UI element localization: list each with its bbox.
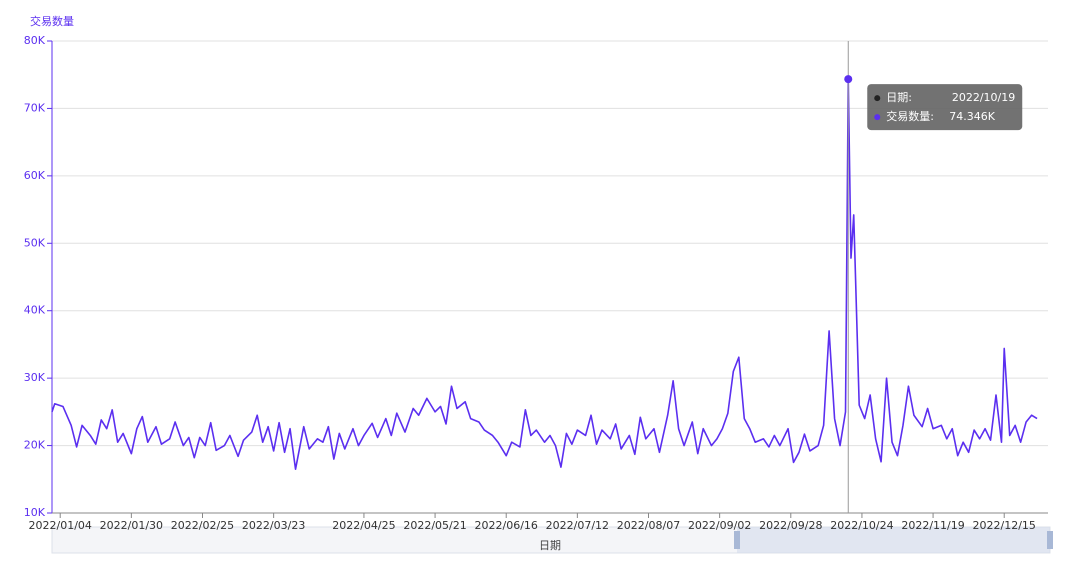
y-tick-label: 60K — [24, 169, 46, 182]
tooltip-value: 74.346K — [949, 110, 995, 123]
tooltip: 日期: 2022/10/19 交易数量: 74.346K — [867, 84, 1023, 131]
zoom-handle[interactable] — [734, 531, 740, 549]
x-tick-label: 2022/10/24 — [830, 519, 893, 532]
y-tick-label: 30K — [24, 371, 46, 384]
tooltip-date: 2022/10/19 — [952, 91, 1015, 104]
zoom-window[interactable] — [737, 527, 1050, 553]
data-zoom[interactable] — [51, 526, 1053, 554]
tooltip-dot — [874, 95, 881, 102]
tooltip-series-label: 交易数量: — [886, 109, 934, 123]
x-tick-label: 2022/09/02 — [688, 519, 751, 532]
x-tick-label: 2022/08/07 — [617, 519, 680, 532]
zoom-handle[interactable] — [1047, 531, 1053, 549]
x-tick-label: 2022/07/12 — [546, 519, 609, 532]
line — [51, 78, 1038, 470]
x-tick-label: 2022/01/04 — [29, 519, 92, 532]
x-tick-label: 2022/06/16 — [475, 519, 538, 532]
tooltip-date-label: 日期: — [886, 91, 912, 104]
y-tick-label: 50K — [24, 236, 46, 249]
x-tick-label: 2022/03/23 — [242, 519, 305, 532]
tooltip-box — [867, 84, 1023, 131]
y-tick-label: 20K — [24, 439, 46, 452]
x-tick-label: 2022/11/19 — [901, 519, 964, 532]
x-tick-label: 2022/02/25 — [171, 519, 234, 532]
x-tick-label: 2022/04/25 — [332, 519, 395, 532]
x-tick-label: 2022/12/15 — [973, 519, 1036, 532]
y-tick-label: 40K — [24, 304, 46, 317]
y-tick-label: 70K — [24, 101, 46, 114]
hover-point — [844, 75, 853, 84]
x-tick-label: 2022/05/21 — [403, 519, 466, 532]
y-tick-label: 80K — [24, 34, 46, 47]
tooltip-dot — [874, 114, 881, 121]
x-tick-label: 2022/01/30 — [100, 519, 163, 532]
y-tick-label: 10K — [24, 506, 46, 519]
y-axis-title: 交易数量 — [30, 14, 74, 28]
x-axis-title: 日期 — [539, 539, 561, 552]
x-tick-label: 2022/09/28 — [759, 519, 822, 532]
